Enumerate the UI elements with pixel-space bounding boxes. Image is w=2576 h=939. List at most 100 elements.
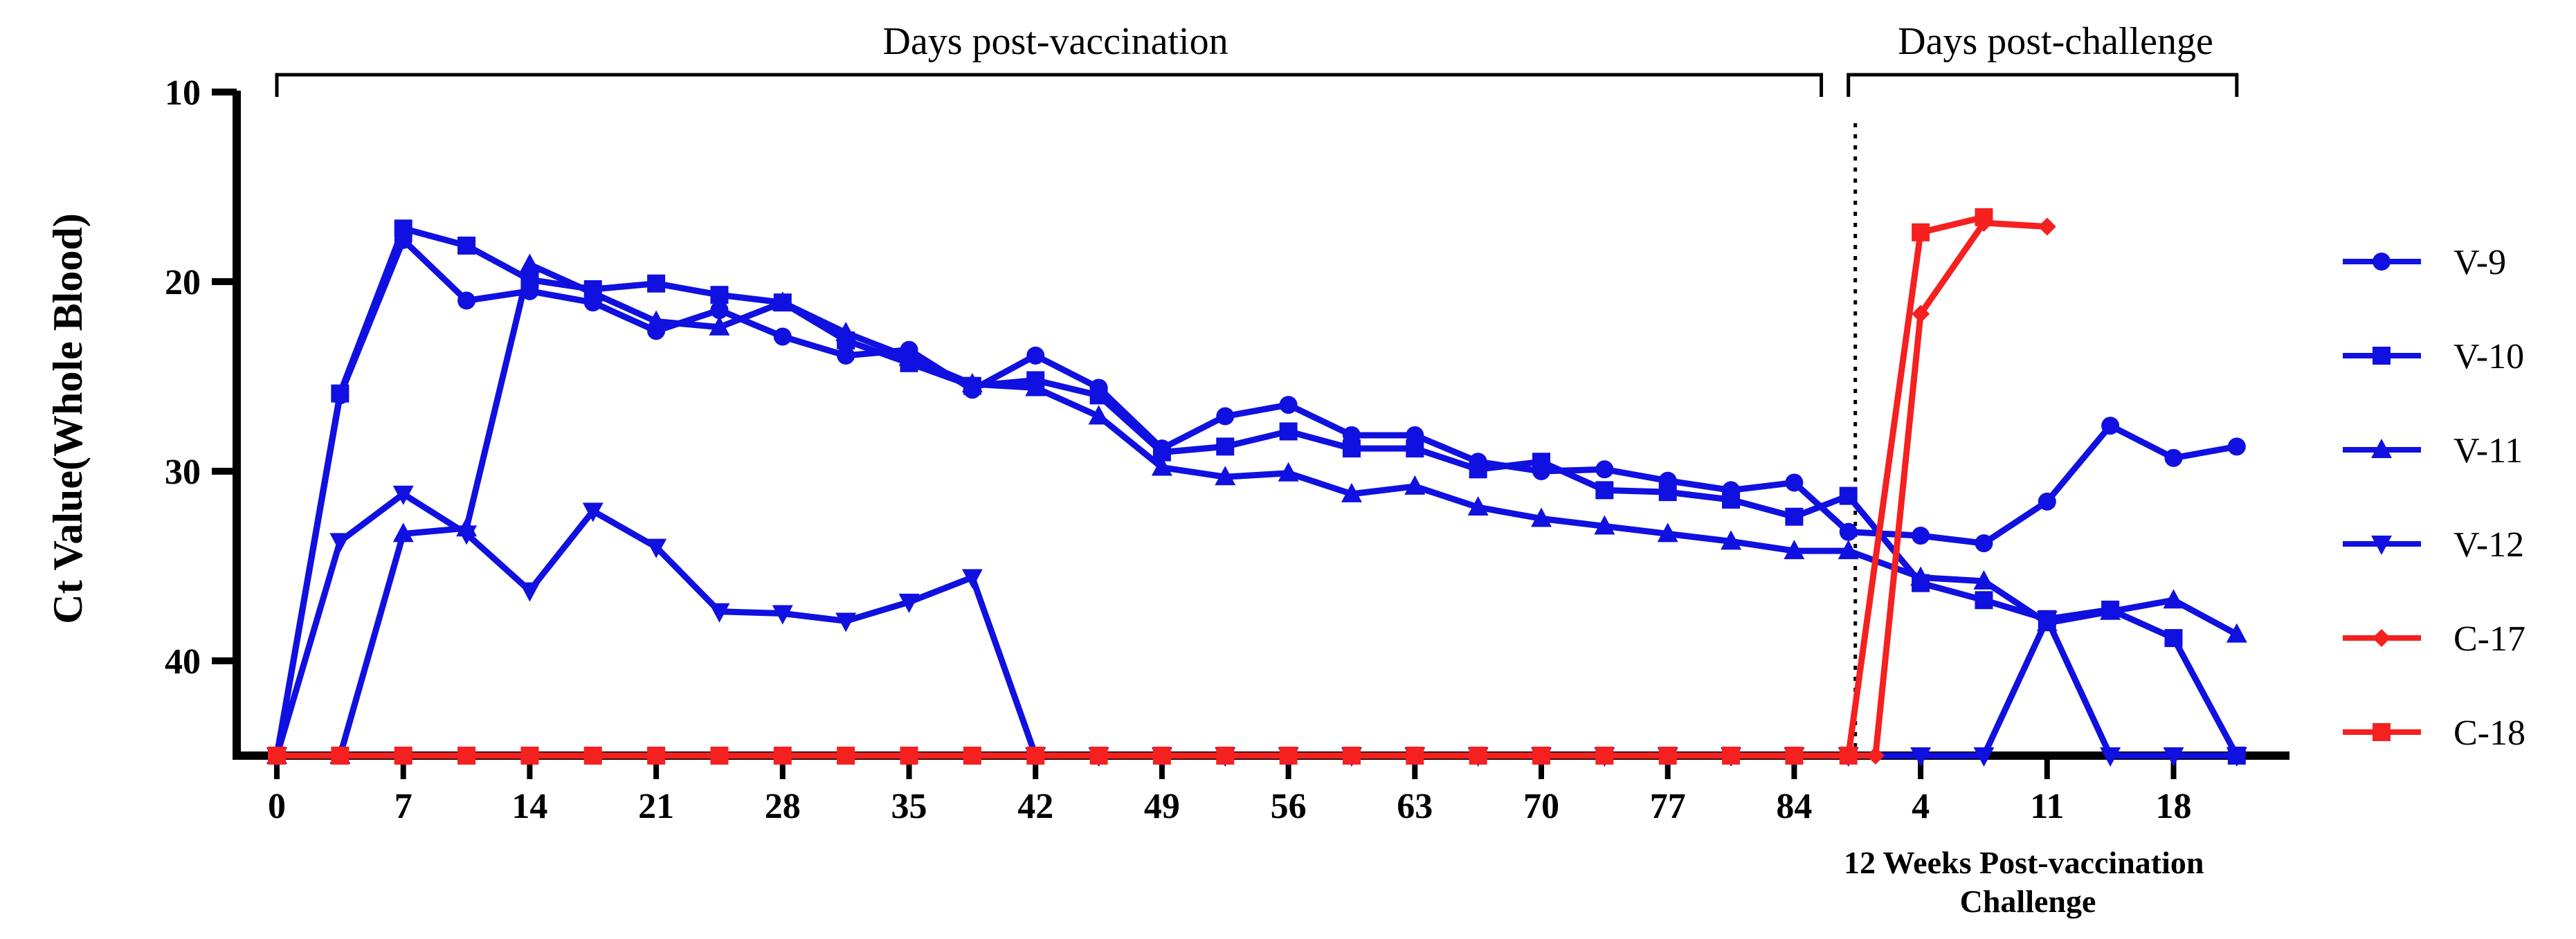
- data-point-v-10: [2164, 629, 2183, 648]
- data-point-c-18: [1152, 747, 1171, 765]
- x-tick-label: 11: [2030, 787, 2064, 826]
- series-line-c-18: [277, 214, 1985, 759]
- data-point-v-11: [1215, 466, 1236, 486]
- data-point-c-18: [1279, 747, 1298, 765]
- data-point-c-18: [1469, 747, 1487, 765]
- x-axis-label-line-2: Challenge: [1960, 884, 2096, 919]
- legend-label: C-18: [2453, 713, 2525, 753]
- legend-marker: [2371, 536, 2392, 555]
- data-point-v-11: [392, 522, 414, 543]
- data-point-v-9: [1785, 473, 1804, 492]
- legend-item-v-11: V-11: [2343, 431, 2523, 471]
- data-point-v-9: [457, 291, 476, 310]
- data-point-c-18: [647, 747, 666, 765]
- data-point-v-11: [2100, 600, 2121, 620]
- y-tick-label: 40: [165, 642, 201, 682]
- legend-item-v-12: V-12: [2343, 525, 2524, 565]
- data-point-v-12: [898, 594, 920, 614]
- data-point-v-10: [1216, 437, 1235, 456]
- legend-marker: [2373, 629, 2391, 647]
- data-point-v-12: [519, 582, 541, 602]
- data-point-v-12: [2226, 747, 2247, 767]
- data-point-v-10: [710, 286, 729, 304]
- data-point-c-18: [1975, 208, 1993, 226]
- data-point-v-12: [2163, 747, 2184, 767]
- x-tick-label: 63: [1397, 787, 1433, 826]
- data-point-v-9: [2164, 448, 2183, 467]
- y-axis-label: Ct Value(Whole Blood): [45, 213, 91, 623]
- data-point-c-18: [394, 747, 412, 765]
- data-point-c-18: [1342, 747, 1361, 765]
- data-point-v-11: [519, 253, 541, 273]
- data-point-v-12: [329, 533, 351, 553]
- data-point-v-10: [1279, 422, 1298, 441]
- series-line-v-9: [273, 237, 2238, 756]
- data-point-v-9: [2101, 417, 2120, 435]
- data-point-v-10: [331, 384, 350, 403]
- data-point-v-12: [1973, 747, 1995, 767]
- data-point-c-18: [1839, 747, 1858, 765]
- legend-label: V-9: [2453, 243, 2506, 282]
- data-point-v-9: [1595, 460, 1614, 479]
- data-point-c-18: [710, 747, 729, 765]
- legend-item-c-18: C-18: [2343, 713, 2525, 753]
- data-point-c-18: [1026, 747, 1045, 765]
- data-point-v-11: [1721, 530, 1742, 550]
- data-point-v-11: [1404, 475, 1426, 495]
- series-v-12: [266, 485, 2247, 767]
- data-point-v-11: [2163, 589, 2184, 609]
- legend-label: V-11: [2453, 431, 2523, 471]
- legend-marker: [2371, 439, 2392, 458]
- legend-label: C-17: [2453, 619, 2525, 659]
- data-point-c-18: [1658, 747, 1677, 765]
- data-point-v-10: [1975, 591, 1993, 610]
- data-point-v-12: [456, 525, 478, 545]
- x-tick-label: 56: [1271, 787, 1307, 826]
- data-point-v-11: [709, 316, 730, 336]
- series-v-9: [268, 230, 2246, 765]
- y-tick-label: 20: [165, 263, 201, 302]
- series-line-v-12: [273, 491, 2237, 759]
- legend-label: V-12: [2453, 525, 2524, 565]
- data-point-v-10: [394, 219, 412, 238]
- data-point-v-12: [709, 603, 730, 623]
- data-point-c-18: [1785, 747, 1804, 765]
- y-tick-label: 10: [165, 73, 201, 113]
- legend-marker: [2373, 347, 2391, 365]
- data-point-v-11: [1278, 462, 1299, 482]
- data-point-v-9: [2038, 492, 2056, 511]
- series-line-c-17: [277, 219, 2048, 759]
- data-point-v-11: [898, 346, 920, 366]
- data-point-v-10: [1839, 486, 1858, 505]
- challenge-bracket: [1847, 73, 2239, 97]
- legend-marker: [2373, 253, 2391, 271]
- data-point-v-12: [646, 538, 667, 558]
- data-point-v-11: [1341, 482, 1362, 502]
- data-point-c-18: [1722, 747, 1741, 765]
- data-point-v-10: [1089, 386, 1108, 405]
- data-point-c-18: [963, 747, 981, 765]
- data-point-v-11: [1025, 376, 1046, 396]
- data-point-v-11: [772, 291, 793, 311]
- data-point-c-18: [1912, 223, 1930, 241]
- data-point-v-11: [1910, 566, 1932, 586]
- data-point-v-12: [835, 612, 857, 632]
- data-point-v-11: [1838, 540, 1859, 560]
- data-point-v-11: [1973, 569, 1995, 590]
- legend-item-v-10: V-10: [2343, 337, 2524, 376]
- data-point-v-10: [1342, 439, 1361, 458]
- data-point-c-17: [1866, 747, 1885, 765]
- data-point-v-9: [1216, 407, 1235, 426]
- vaccination-bracket: [275, 73, 1824, 97]
- data-point-c-18: [1406, 747, 1424, 765]
- data-point-v-9: [1975, 534, 1993, 553]
- data-point-v-11: [1594, 515, 1615, 535]
- data-point-v-11: [1657, 522, 1678, 543]
- series-v-10: [268, 219, 2246, 765]
- data-point-v-9: [837, 346, 855, 365]
- data-point-c-17: [2038, 217, 2056, 236]
- x-axis-label-line-1: 12 Weeks Post-vaccination: [1844, 845, 2204, 880]
- data-point-c-18: [1089, 747, 1108, 765]
- data-point-v-9: [710, 301, 729, 320]
